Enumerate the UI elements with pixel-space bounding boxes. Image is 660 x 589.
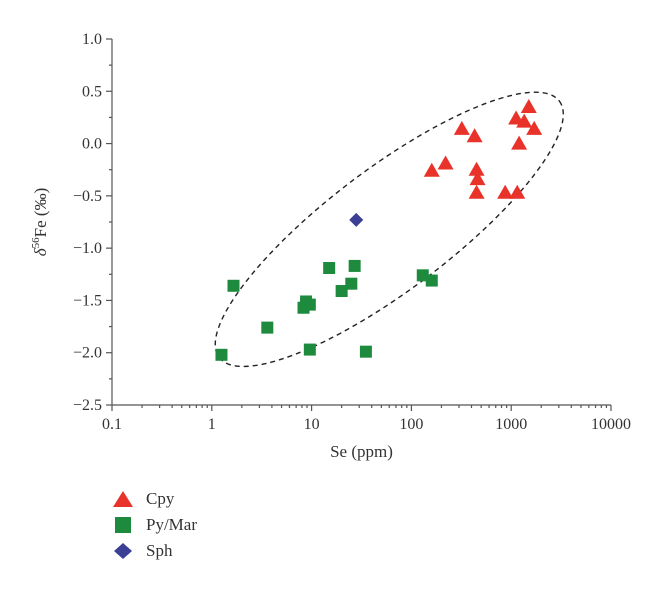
trend-ellipse (214, 91, 564, 368)
data-point-py-mar (215, 348, 228, 361)
legend-label-py-mar: Py/Mar (146, 515, 197, 534)
data-point-py-mar (227, 279, 240, 292)
data-point-py-mar (323, 262, 336, 275)
data-point-cpy (516, 113, 533, 128)
y-tick-label: −0.5 (73, 188, 102, 205)
x-tick-label: 10 (304, 416, 320, 433)
data-point-cpy (437, 155, 454, 170)
y-axis-title-superscript: 56 (30, 237, 42, 249)
legend: Cpy Py/Mar Sph (112, 486, 197, 564)
legend-item-sph: Sph (112, 538, 197, 564)
data-point-sph (349, 212, 364, 227)
y-tick-label: −2.5 (73, 397, 102, 414)
legend-triangle-icon (113, 491, 133, 507)
y-axis-title: δ56Fe (‰) (30, 188, 50, 256)
data-point-cpy (511, 135, 528, 150)
x-tick-label: 10000 (591, 416, 631, 433)
y-tick-label: −1.5 (73, 292, 102, 309)
legend-item-cpy: Cpy (112, 486, 197, 512)
data-point-cpy (526, 120, 543, 135)
x-axis-title: Se (ppm) (330, 442, 393, 461)
data-point-cpy (453, 120, 470, 135)
data-point-cpy (468, 184, 485, 199)
legend-label-cpy: Cpy (146, 489, 175, 508)
x-tick-label: 0.1 (102, 416, 122, 433)
legend-item-py-mar: Py/Mar (112, 512, 197, 538)
data-point-py-mar (303, 343, 316, 356)
data-point-cpy (509, 184, 526, 199)
data-point-cpy (468, 161, 485, 176)
data-point-py-mar (335, 285, 348, 298)
data-point-cpy (497, 184, 514, 199)
y-tick-label: 0.5 (82, 83, 102, 100)
x-tick-label: 100 (399, 416, 423, 433)
data-point-cpy (520, 98, 537, 113)
legend-diamond-icon (114, 543, 132, 559)
data-point-cpy (469, 171, 486, 186)
data-point-py-mar (425, 274, 438, 287)
y-axis-title-text: Fe (‰) (31, 188, 50, 238)
data-point-py-mar (261, 321, 274, 334)
data-point-cpy (466, 128, 483, 143)
y-tick-label: −1.0 (73, 240, 102, 257)
x-tick-label: 1000 (495, 416, 527, 433)
data-point-py-mar (348, 259, 361, 272)
data-point-cpy (423, 162, 440, 177)
legend-square-icon (115, 517, 131, 533)
data-point-py-mar (345, 277, 358, 290)
y-tick-label: 1.0 (82, 31, 102, 48)
y-tick-label: 0.0 (82, 136, 102, 153)
legend-label-sph: Sph (146, 541, 173, 560)
data-point-py-mar (359, 345, 372, 358)
x-tick-label: 1 (208, 416, 216, 433)
y-axis-title-delta: δ (31, 247, 50, 256)
y-tick-label: −2.0 (73, 345, 102, 362)
data-point-py-mar (303, 298, 316, 311)
